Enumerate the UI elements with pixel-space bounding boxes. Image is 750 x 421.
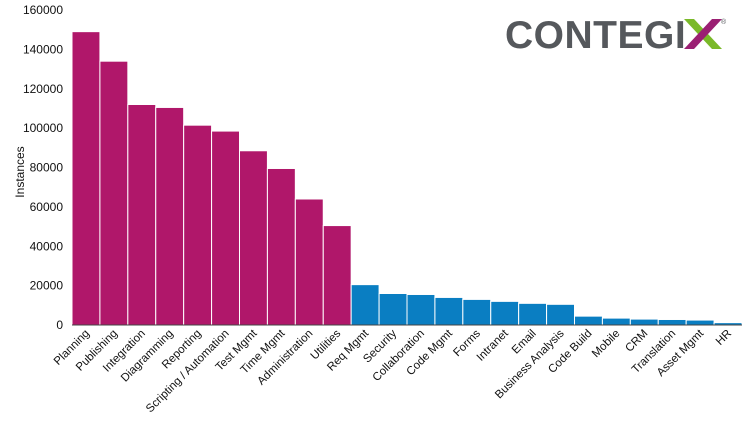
x-tick-label: Mobile — [590, 328, 622, 360]
bar — [518, 302, 548, 326]
logo-x-mark — [684, 19, 722, 49]
y-axis-label: Instances — [13, 146, 27, 197]
bar — [685, 319, 715, 326]
y-tick-label: 100000 — [23, 121, 63, 135]
y-tick-label: 140000 — [23, 42, 63, 56]
bar — [462, 298, 492, 326]
bar — [127, 104, 157, 326]
y-tick-label: 80000 — [30, 161, 64, 175]
bar — [434, 296, 464, 326]
y-axis-ticks: 0 20000 40000 60000 80000 100000 120000 140000 1… — [23, 3, 63, 332]
bar — [239, 150, 268, 326]
bar — [322, 225, 352, 326]
bar — [294, 198, 324, 326]
x-tick-label: Intranet — [475, 327, 512, 364]
bar — [546, 303, 575, 326]
y-tick-label: 0 — [56, 318, 63, 332]
bar — [601, 317, 631, 326]
y-tick-label: 40000 — [30, 239, 64, 253]
bar — [211, 130, 240, 326]
registered-mark: ® — [721, 18, 727, 26]
bar — [629, 318, 659, 326]
y-tick-label: 160000 — [23, 3, 63, 17]
bar — [266, 167, 296, 326]
bar — [183, 124, 213, 326]
bar — [406, 293, 436, 326]
x-tick-label: HR — [714, 328, 734, 348]
y-tick-label: 120000 — [23, 82, 63, 96]
x-axis-labels: PlanningPublishingIntegrationDiagramming… — [52, 327, 734, 415]
bar — [71, 31, 101, 326]
y-tick-label: 20000 — [30, 279, 64, 293]
bar — [574, 315, 603, 326]
y-tick-label: 60000 — [30, 200, 64, 214]
bars — [71, 31, 743, 326]
bar — [155, 106, 185, 326]
bar — [490, 300, 520, 326]
contegix-logo: CONTEGI ® — [505, 14, 727, 57]
bar — [99, 60, 129, 326]
bar — [350, 284, 380, 326]
bar — [657, 318, 687, 326]
logo-wordmark: CONTEGI — [505, 14, 686, 57]
bar — [378, 293, 408, 326]
